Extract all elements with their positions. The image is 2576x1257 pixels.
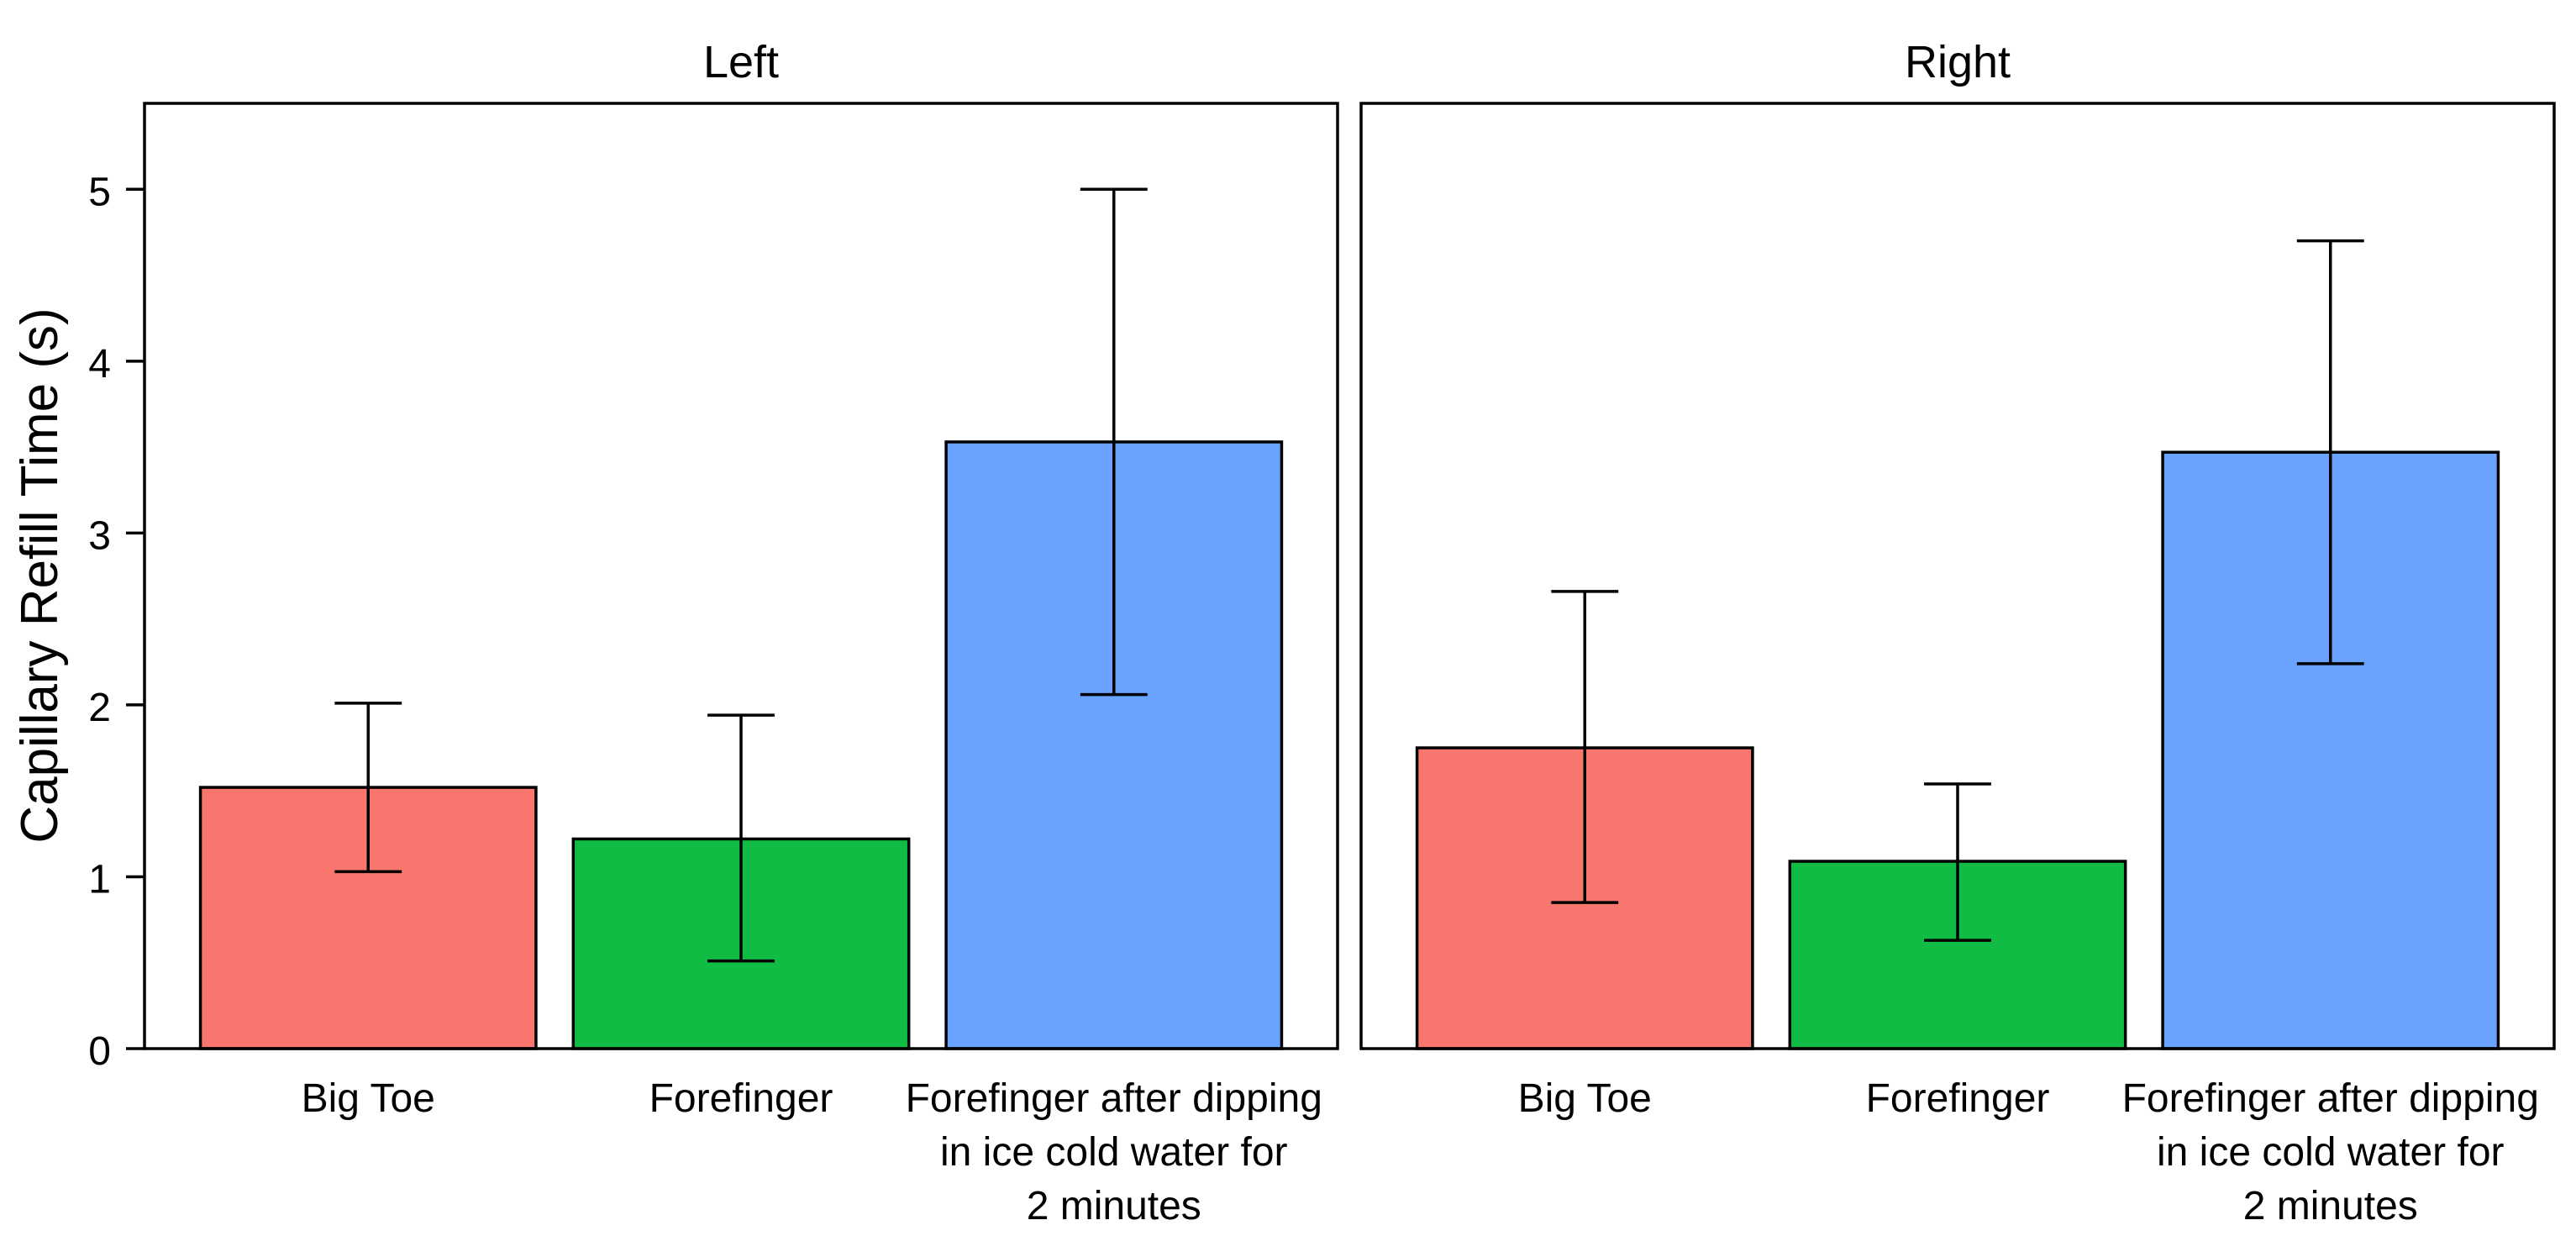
x-tick-label: Forefinger (1866, 1076, 2050, 1121)
y-tick-label: 4 (88, 342, 111, 387)
panel-frame (1359, 102, 2556, 1050)
panel-left: Left Big Toe Forefinger Forefinger after di… (143, 37, 1339, 1228)
y-axis: 0 1 2 3 4 5 (88, 170, 145, 1074)
x-tick-label: in ice cold water for (940, 1130, 1288, 1175)
y-tick-label: 0 (88, 1029, 111, 1074)
panel-title: Left (703, 37, 779, 87)
y-tick-label: 5 (88, 170, 111, 214)
x-tick-label: Forefinger (649, 1076, 833, 1121)
panel-frame (143, 102, 1339, 1050)
x-tick-label: 2 minutes (1027, 1184, 1201, 1228)
panels: Left Big Toe Forefinger Forefinger after di… (143, 37, 2556, 1228)
x-tick-label: Forefinger after dipping (906, 1076, 1322, 1121)
x-tick-label: Big Toe (302, 1076, 435, 1121)
y-tick-label: 2 (88, 686, 111, 730)
panel-title: Right (1905, 37, 2011, 87)
x-tick-label: Big Toe (1518, 1076, 1652, 1121)
panel-right: Right Big Toe Forefinger Forefinger after d… (1359, 37, 2556, 1228)
x-tick-label: in ice cold water for (2157, 1130, 2505, 1175)
y-axis-label: Capillary Refill Time (s) (11, 308, 69, 843)
y-tick-label: 3 (88, 513, 111, 558)
x-tick-label: 2 minutes (2243, 1184, 2418, 1228)
x-tick-label: Forefinger after dipping (2122, 1076, 2539, 1121)
y-tick-label: 1 (88, 857, 111, 902)
